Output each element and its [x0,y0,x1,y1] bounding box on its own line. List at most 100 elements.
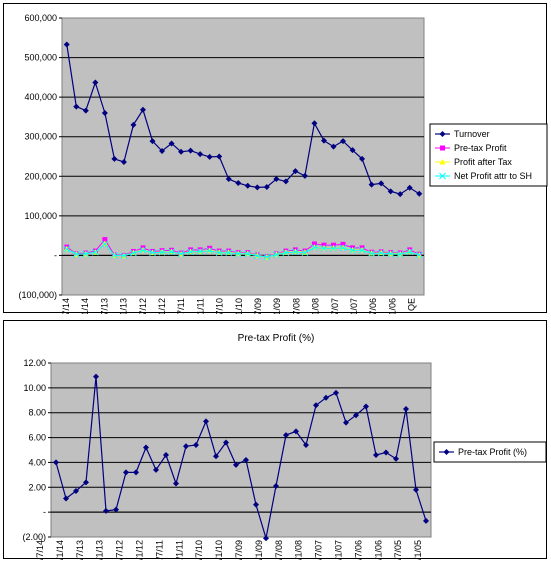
data-point [303,442,309,449]
legend-label: Pre-tax Profit (%) [458,447,527,457]
legend-item-net-profit-attr-to-sh: Net Profit attr to SH [435,171,532,181]
x-tick-label: QE 31/1/14 [80,298,90,314]
x-tick-label: QE 30/1/09 [254,540,264,560]
data-point [91,248,99,256]
x-tick-label: QE 31/7/10 [215,298,225,314]
x-tick-label: QE 31/7/06 [368,298,378,314]
legend-item-profit-after-tax: Profit after Tax [435,157,512,167]
legend-label: Net Profit attr to SH [454,171,532,181]
x-tick-label: QE 31/1/11 [195,298,205,314]
x-tick-label: QE 31/7/11 [154,540,164,560]
data-point [187,147,194,154]
y-tick-label: 8.00 [28,408,46,418]
y-tick-label: 300,000 [24,132,57,142]
data-point [139,246,147,254]
data-point [153,466,159,473]
data-point [133,469,139,476]
data-point [292,248,299,256]
data-point [243,456,249,463]
x-tick-label: QE 31/1/06 [387,298,397,314]
data-point [206,247,214,255]
data-point [263,183,270,190]
x-tick-label: QE 31/7/08 [274,540,284,560]
data-point [101,240,109,248]
series-net-profit-attr-to-sh [63,240,423,261]
chart-2-legend: Pre-tax Profit (%) [433,441,547,463]
x-tick-label: QE 31/1/10 [234,298,244,314]
data-point [293,428,299,435]
data-point [273,176,280,183]
chart-1-legend: Turnover Pre-tax Profit Profit after Tax Ne… [429,123,548,187]
data-point [393,455,399,462]
data-point [225,249,233,257]
data-point [263,535,269,542]
legend-item-pre-tax-profit: Pre-tax Profit [435,143,507,153]
data-point [223,439,229,446]
data-point [177,250,185,258]
x-tick-label: QE 31/7/07 [314,540,324,560]
data-point [349,147,356,154]
data-point [406,248,414,256]
y-tick-label: 400,000 [24,92,57,102]
chart-1-x-ticks: QE 31/7/14 QE 31/1/14 QE 31/7/13 QE 31/1/13… [61,298,417,314]
series-line [55,376,427,539]
data-point [254,184,261,191]
data-point [416,190,423,197]
data-point [253,501,259,508]
data-point [123,469,129,476]
y-tick-label: 10.00 [23,383,46,393]
data-point [330,244,337,252]
y-tick-label: 500,000 [24,53,57,63]
x-tick-label: QE 31/1/07 [349,298,359,314]
series-turnover [63,41,423,198]
data-point [73,103,80,110]
data-point [82,107,89,114]
data-point [373,451,379,458]
legend-label: Pre-tax Profit [454,143,507,153]
data-point [358,246,366,254]
x-tick-label: QE 31/1/14 [55,540,65,560]
data-point [377,249,385,257]
x-tick-label: QE 31/7/06 [353,540,363,560]
y-tick-label: 200,000 [24,171,57,181]
data-point [183,443,189,450]
data-point [187,248,194,256]
y-tick-label: 6.00 [28,433,46,443]
data-point [301,172,308,179]
data-point [113,506,119,513]
data-point [149,138,156,145]
y-tick-label: 12.00 [23,358,46,368]
data-point [63,495,69,502]
data-point [101,109,108,116]
data-point [111,155,118,162]
x-tick-label: QE 31/7/13 [75,540,85,560]
x-tick-label: QE 31/7/10 [194,540,204,560]
y-tick-label: (100,000) [18,290,57,300]
series-pre-tax-profit [53,373,429,542]
data-point [193,442,199,449]
x-tick-label: QE 31/1/11 [174,540,184,560]
data-point [235,180,242,187]
legend-swatch-marker [439,172,446,180]
chart-2-title: Pre-tax Profit (%) [238,333,315,344]
x-tick-label: QE [407,298,417,311]
legend-swatch-marker [440,145,445,151]
data-point [413,486,419,493]
y-tick-label: 100,000 [24,211,57,221]
chart-1-series [63,41,423,261]
legend-swatch-marker [443,449,450,455]
data-point [215,249,223,257]
data-point [173,480,179,487]
x-tick-label: QE 31/1/06 [373,540,383,560]
data-point [313,402,319,409]
x-tick-label: QE 31/7/14 [35,540,45,560]
data-point [196,248,204,255]
x-tick-label: QE 30/1/09 [272,298,282,314]
chart-2-panel: Pre-tax Profit (%) (2.00) - 2.00 4.00 6.00 8.… [3,320,547,560]
data-point [82,250,90,258]
x-tick-label: QE 31/7/08 [291,298,301,314]
series-line [66,243,420,258]
x-tick-label: QE 31/1/10 [214,540,224,560]
data-point [387,188,394,195]
data-point [53,459,59,466]
